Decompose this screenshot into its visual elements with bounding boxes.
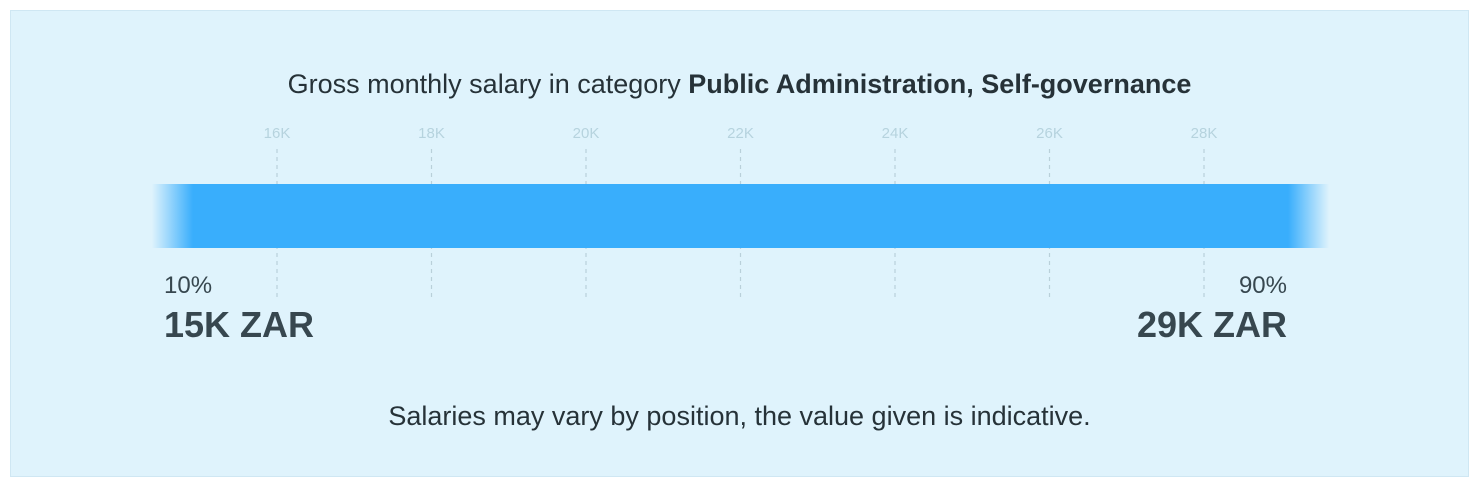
high-value-label: 29K ZAR — [1136, 304, 1287, 345]
tick-label: 20K — [573, 125, 600, 142]
tick-label: 22K — [727, 125, 754, 142]
tick-label: 16K — [264, 125, 291, 142]
salary-range-bar — [151, 184, 1330, 248]
tick-label: 24K — [882, 125, 909, 142]
chart-title-category: Public Administration, Self-governance — [688, 69, 1192, 99]
low-percentile-label: 10% — [164, 272, 213, 299]
tick-labels: 16K 18K 20K 22K 24K 26K 28K — [264, 125, 1218, 142]
salary-range-panel: Gross monthly salary in category Public … — [10, 10, 1469, 477]
disclaimer-note: Salaries may vary by position, the value… — [388, 401, 1091, 431]
high-percentile-label: 90% — [1238, 272, 1287, 299]
chart-title: Gross monthly salary in category Public … — [11, 69, 1468, 100]
chart-title-prefix: Gross monthly salary in category — [287, 69, 689, 99]
tick-label: 18K — [418, 125, 445, 142]
salary-range-chart: 16K 18K 20K 22K 24K 26K 28K — [151, 125, 1330, 298]
tick-label: 26K — [1036, 125, 1063, 142]
low-value-label: 15K ZAR — [164, 304, 315, 345]
range-bar-group — [151, 184, 1330, 248]
tick-label: 28K — [1191, 125, 1218, 142]
